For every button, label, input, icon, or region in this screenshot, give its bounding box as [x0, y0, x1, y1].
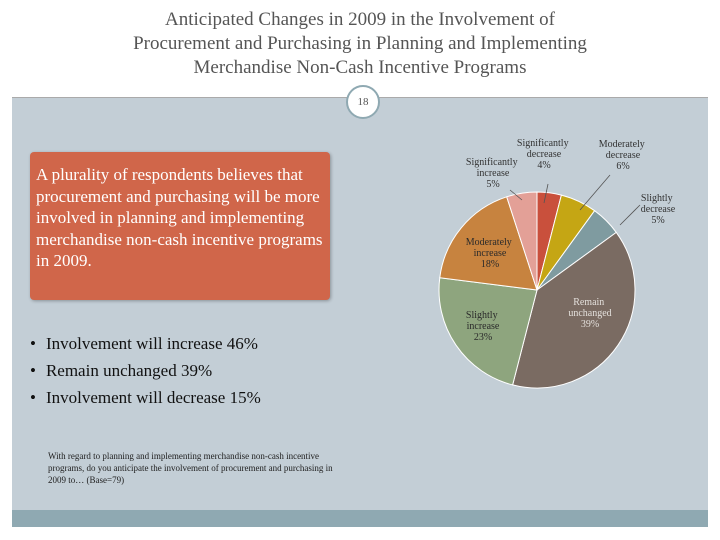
leader-line — [543, 183, 549, 204]
slide-number: 18 — [346, 85, 380, 119]
leader-line — [579, 174, 611, 211]
slice-label: Moderately decrease — [599, 139, 648, 161]
footnote: With regard to planning and implementing… — [48, 451, 333, 485]
slice-label: Significantly increase — [466, 157, 520, 179]
pie-slice — [438, 277, 538, 386]
pie-slice — [512, 231, 636, 389]
bullet: Involvement will increase 46% — [30, 330, 261, 357]
pie-slice — [506, 191, 538, 291]
slice-value: 39% — [581, 319, 599, 330]
slice-value: 5% — [486, 179, 499, 190]
slice-label: Remain unchanged — [568, 297, 611, 319]
title-line: Anticipated Changes in 2009 in the Invol… — [165, 9, 555, 30]
slice-value: 5% — [651, 215, 664, 226]
bullet-list: Involvement will increase 46%Remain unch… — [30, 330, 261, 411]
callout: A plurality of respondents believes that… — [30, 152, 330, 300]
slice-label: Slightly decrease — [641, 193, 676, 215]
slice-value: 6% — [616, 161, 629, 172]
leader-line — [509, 189, 523, 201]
leader-line — [619, 204, 641, 226]
slice-label: Significantly decrease — [517, 138, 571, 160]
slice-label: Slightly increase — [466, 310, 500, 332]
slice-value: 23% — [474, 332, 492, 343]
slice-value: 18% — [481, 259, 499, 270]
bullet: Involvement will decrease 15% — [30, 384, 261, 411]
slice-value: 4% — [537, 160, 550, 171]
pie-slice — [439, 196, 538, 291]
footer-strip — [12, 510, 708, 527]
bullet: Remain unchanged 39% — [30, 357, 261, 384]
title-line: Merchandise Non-Cash Incentive Programs — [193, 57, 527, 78]
title-line: Procurement and Purchasing in Planning a… — [133, 33, 587, 54]
slide-title: Anticipated Changes in 2009 in the Invol… — [0, 8, 720, 80]
slice-label: Moderately increase — [466, 237, 515, 259]
